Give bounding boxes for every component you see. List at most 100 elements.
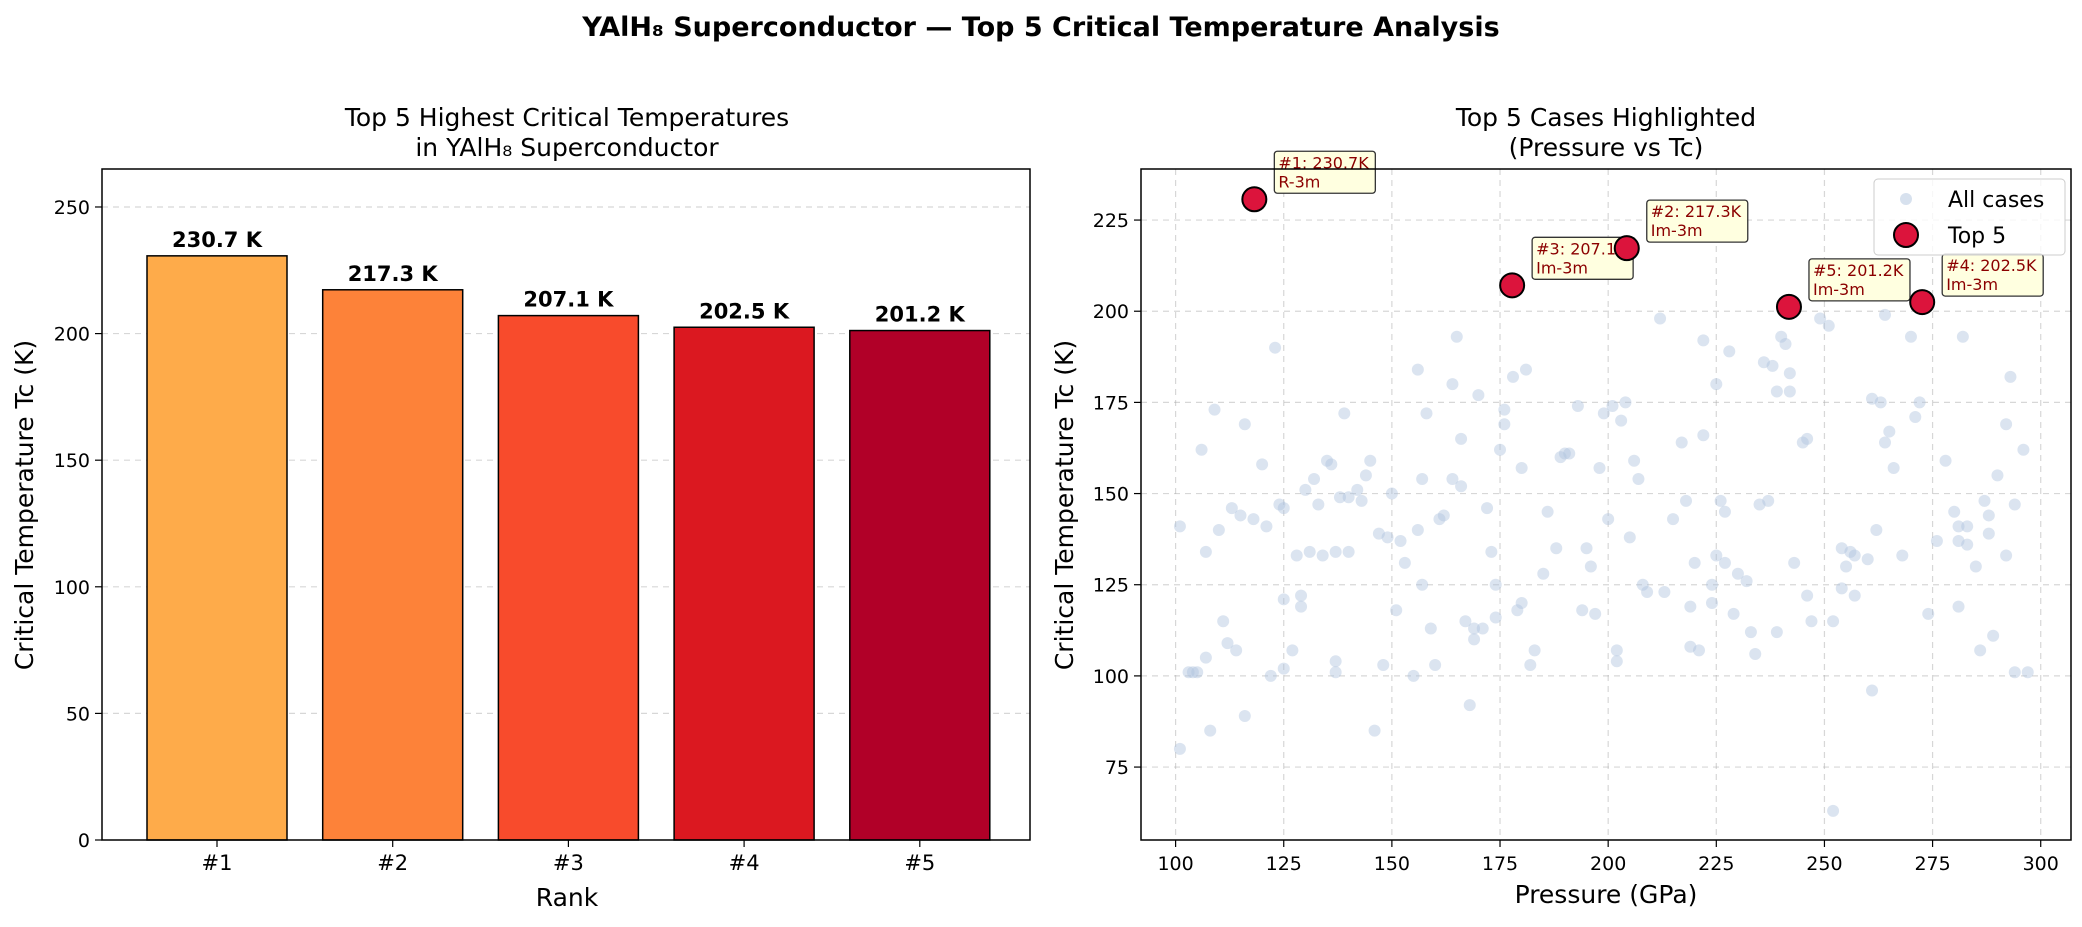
all-cases-point xyxy=(1528,644,1541,657)
scatter-x-tick-label: 275 xyxy=(1914,853,1950,875)
all-cases-point xyxy=(1779,338,1792,351)
annotation-sublabel: Im-3m xyxy=(1946,275,1998,294)
scatter-y-tick-label: 100 xyxy=(1093,666,1129,688)
all-cases-point xyxy=(1904,330,1917,343)
all-cases-point xyxy=(1485,545,1498,558)
all-cases-point xyxy=(1238,710,1251,723)
scatter-top5 xyxy=(1241,186,1936,320)
scatter-x-ticks: 100 125 150 175 200 225 250 275 300 xyxy=(1157,840,2059,875)
all-cases-point xyxy=(1498,418,1511,431)
all-cases-point xyxy=(1749,648,1762,661)
all-cases-point xyxy=(1680,494,1693,507)
all-cases-point xyxy=(1390,604,1403,617)
annotation-label: #3: 207.1K xyxy=(1536,239,1627,258)
top5-point xyxy=(1241,186,1268,213)
scatter-chart-title-line2: (Pressure vs Tc) xyxy=(1509,133,1704,162)
all-cases-point xyxy=(1208,403,1221,416)
all-cases-point xyxy=(1991,469,2004,482)
bar-x-axis-label: Rank xyxy=(536,883,599,912)
bar-x-tick-label: #3 xyxy=(553,851,584,875)
scatter-chart-title-line1: Top 5 Cases Highlighted xyxy=(1455,103,1756,132)
all-cases-point xyxy=(1455,480,1468,493)
all-cases-point xyxy=(1731,567,1744,580)
all-cases-point xyxy=(1866,684,1879,697)
all-cases-point xyxy=(1740,575,1753,588)
all-cases-point xyxy=(1398,556,1411,569)
all-cases-point xyxy=(1705,596,1718,609)
all-cases-point xyxy=(1338,407,1351,420)
all-cases-point xyxy=(1364,454,1377,467)
all-cases-point xyxy=(1930,534,1943,547)
all-cases-point xyxy=(1766,359,1779,372)
all-cases-point xyxy=(2000,418,2013,431)
all-cases-point xyxy=(1173,742,1186,755)
bar-x-tick-label: #2 xyxy=(377,851,408,875)
all-cases-point xyxy=(1982,509,1995,522)
figure-suptitle: YAlH₈ Superconductor — Top 5 Critical Te… xyxy=(581,12,1499,43)
all-cases-point xyxy=(1476,622,1489,635)
all-cases-point xyxy=(1597,407,1610,420)
all-cases-point xyxy=(1827,804,1840,817)
all-cases-point xyxy=(1641,586,1654,599)
all-cases-point xyxy=(1308,472,1321,485)
all-cases-point xyxy=(1269,341,1282,354)
all-cases-point xyxy=(1558,447,1571,460)
bar-y-tick-label: 250 xyxy=(54,197,90,219)
all-cases-point xyxy=(1952,520,1965,533)
all-cases-point xyxy=(1697,334,1710,347)
all-cases-point xyxy=(1654,312,1667,325)
all-cases-point xyxy=(1593,462,1606,475)
all-cases-point xyxy=(1952,534,1965,547)
bar-x-tick-label: #5 xyxy=(904,851,935,875)
all-cases-point xyxy=(1247,513,1260,526)
all-cases-point xyxy=(1221,637,1234,650)
all-cases-point xyxy=(1204,724,1217,737)
all-cases-point xyxy=(1693,644,1705,657)
bar xyxy=(146,255,288,841)
all-cases-point xyxy=(1822,319,1835,332)
bar xyxy=(849,329,991,841)
all-cases-point xyxy=(1329,655,1342,668)
all-cases-point xyxy=(1537,567,1550,580)
all-cases-point xyxy=(1286,644,1299,657)
all-cases-point xyxy=(1234,509,1247,522)
bar xyxy=(321,289,464,841)
all-cases-point xyxy=(1329,545,1342,558)
all-cases-point xyxy=(1762,494,1775,507)
scatter-y-tick-label: 175 xyxy=(1093,392,1129,414)
all-cases-point xyxy=(2021,666,2034,679)
all-cases-point xyxy=(1602,513,1615,526)
all-cases-point xyxy=(1909,410,1922,423)
scatter-x-tick-label: 300 xyxy=(2023,853,2059,875)
all-cases-point xyxy=(1433,513,1446,526)
all-cases-point xyxy=(1675,436,1688,449)
scatter-x-tick-label: 100 xyxy=(1157,853,1193,875)
bar-value-label: 217.3 K xyxy=(348,262,439,286)
all-cases-point xyxy=(1554,451,1567,464)
all-cases-point xyxy=(1277,662,1290,675)
all-cases-point xyxy=(1576,604,1589,617)
all-cases-point xyxy=(2017,443,2030,456)
bar-x-tick-label: #4 xyxy=(729,851,760,875)
all-cases-point xyxy=(1948,505,1961,518)
all-cases-point xyxy=(1515,596,1528,609)
all-cases-point xyxy=(1887,462,1900,475)
bar-y-tick-label: 50 xyxy=(66,703,90,725)
bar-x-ticks: #1 #2 #3 #4 #5 xyxy=(202,840,935,875)
bar-chart: Top 5 Highest Critical Temperatures in Y… xyxy=(10,103,1031,912)
all-cases-point xyxy=(1874,396,1887,409)
all-cases-point xyxy=(1238,418,1251,431)
all-cases-point xyxy=(1684,600,1697,613)
all-cases-point xyxy=(1541,505,1554,518)
bar-value-label: 230.7 K xyxy=(172,228,263,252)
all-cases-point xyxy=(1727,607,1740,620)
scatter-x-tick-label: 200 xyxy=(1590,853,1626,875)
all-cases-point xyxy=(1883,425,1896,438)
all-cases-point xyxy=(1705,578,1718,591)
scatter-x-tick-label: 175 xyxy=(1482,853,1518,875)
all-cases-point xyxy=(1697,429,1710,442)
scatter-y-tick-label: 150 xyxy=(1093,484,1129,506)
all-cases-point xyxy=(1295,600,1308,613)
bar-value-labels: 230.7 K 217.3 K 207.1 K 202.5 K 201.2 K xyxy=(172,228,966,327)
